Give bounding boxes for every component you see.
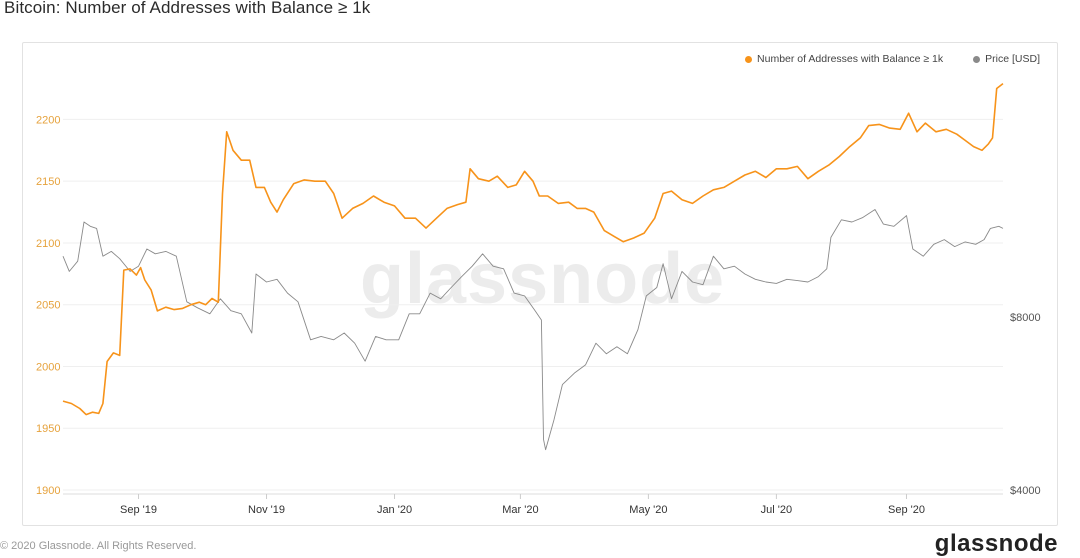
x-tick-label: May '20 <box>629 504 667 516</box>
page-title: Bitcoin: Number of Addresses with Balanc… <box>4 0 371 17</box>
x-tick-label: Jul '20 <box>761 504 792 516</box>
right-tick-label: $8000 <box>1010 312 1041 324</box>
legend-dot-addresses <box>745 55 753 63</box>
left-tick-label: 2200 <box>36 114 60 126</box>
legend-label-addresses: Number of Addresses with Balance ≥ 1k <box>757 53 944 65</box>
x-tick-label: Nov '19 <box>248 504 285 516</box>
footer-copyright: © 2020 Glassnode. All Rights Reserved. <box>0 540 197 552</box>
x-tick-label: Sep '20 <box>888 504 925 516</box>
legend-dot-price <box>973 55 981 63</box>
right-tick-label: $4000 <box>1010 485 1041 497</box>
footer-logo[interactable]: glassnode <box>934 530 1058 557</box>
watermark: glassnode <box>360 239 726 319</box>
legend-item-addresses[interactable]: Number of Addresses with Balance ≥ 1k <box>745 53 943 65</box>
right-axis-ticks: $4000 $8000 <box>1010 312 1041 497</box>
left-tick-label: 2100 <box>36 238 60 250</box>
x-axis-ticks: Sep '19 Nov '19 Jan '20 Mar '20 May '20 Jul '… <box>63 493 1003 516</box>
left-tick-label: 2150 <box>36 176 60 188</box>
series-line-addresses <box>62 82 1004 416</box>
grid-lines <box>63 118 1003 491</box>
left-tick-label: 2050 <box>36 300 60 312</box>
left-tick-label: 1900 <box>36 485 60 497</box>
left-tick-label: 1950 <box>36 423 60 435</box>
legend: Number of Addresses with Balance ≥ 1k Pr… <box>745 53 1040 65</box>
x-tick-label: Sep '19 <box>120 504 157 516</box>
series-line-price <box>62 209 1004 451</box>
left-axis-ticks: 1900 1950 2000 2050 2100 2150 2200 <box>36 114 60 497</box>
chart-card <box>22 42 1058 526</box>
legend-label-price: Price [USD] <box>985 53 1040 65</box>
left-tick-label: 2000 <box>36 361 60 373</box>
legend-item-price[interactable]: Price [USD] <box>973 53 1040 65</box>
x-tick-label: Jan '20 <box>377 504 412 516</box>
series-lines <box>62 82 1004 451</box>
x-tick-label: Mar '20 <box>502 504 538 516</box>
